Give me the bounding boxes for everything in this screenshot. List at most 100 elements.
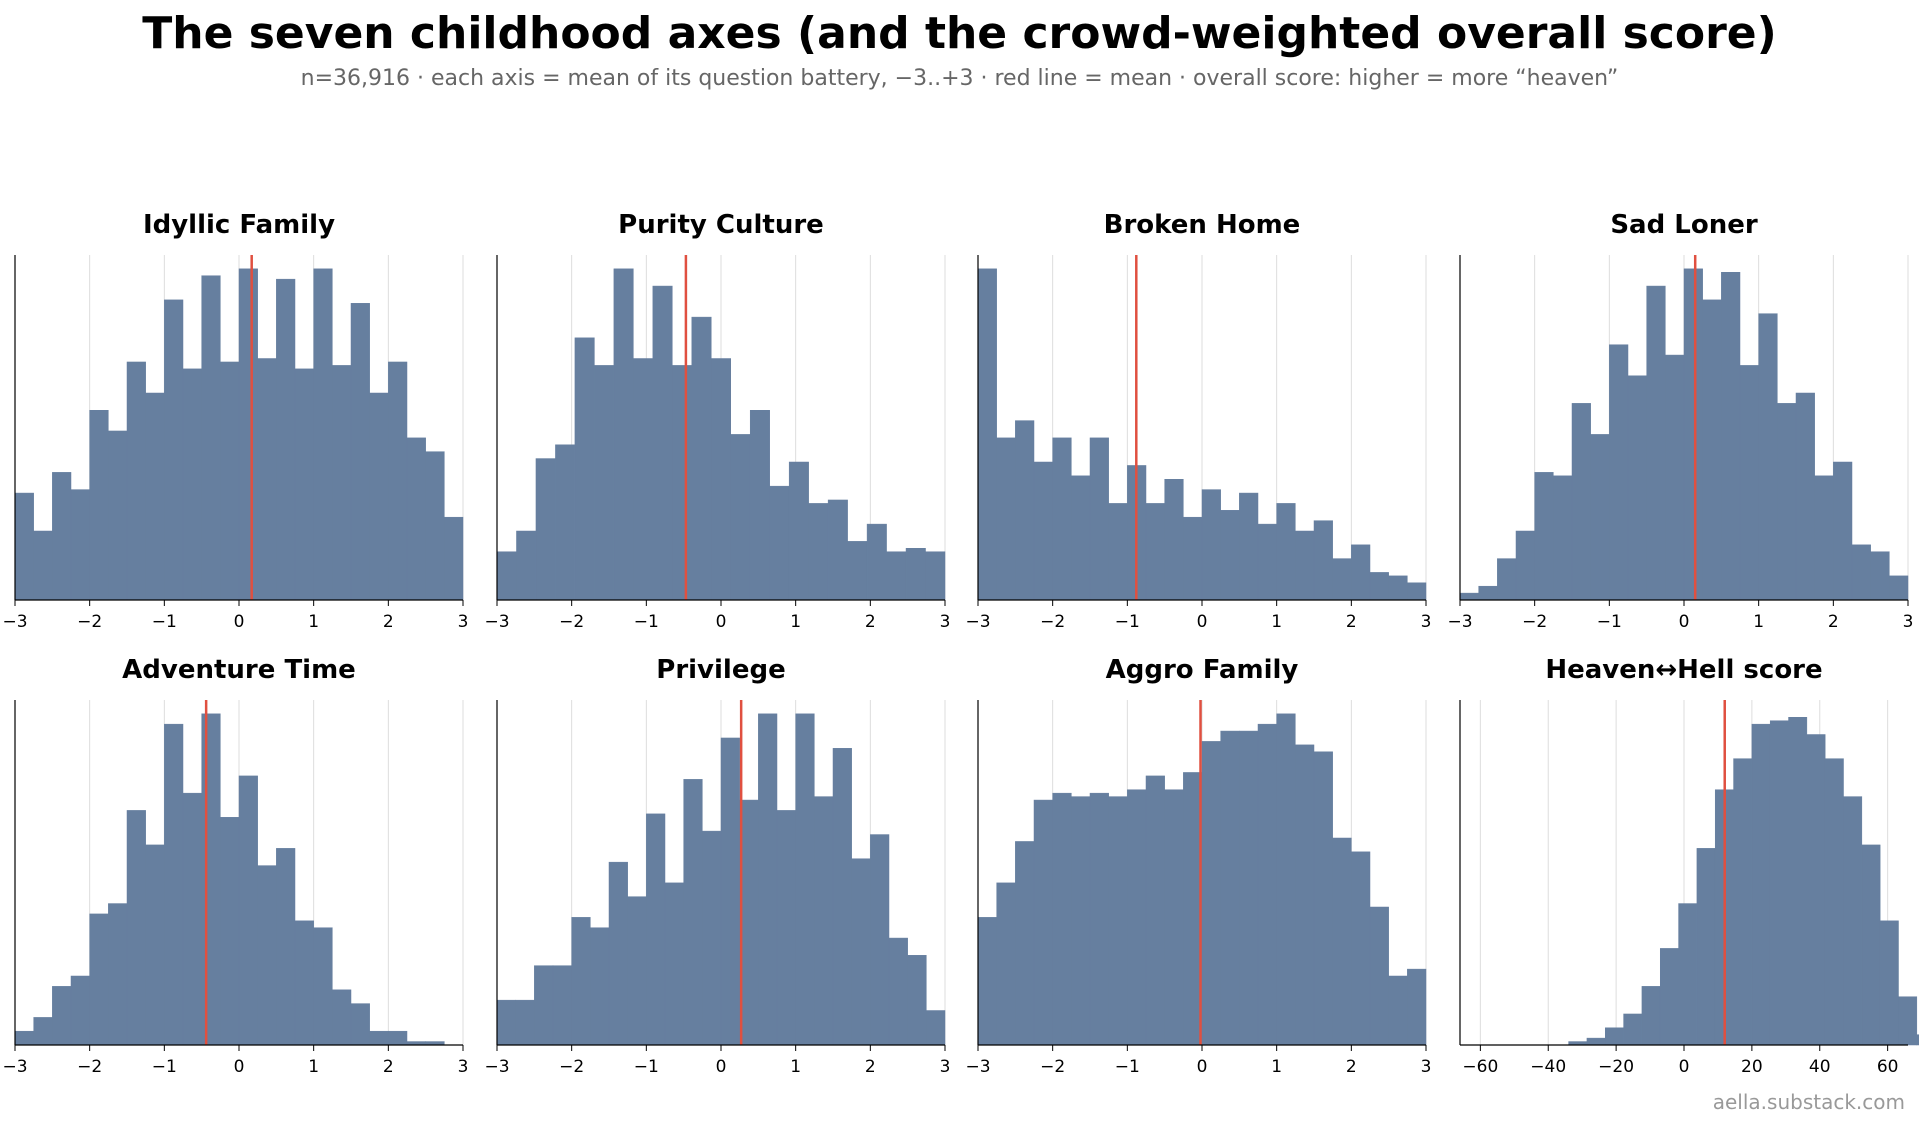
histogram-bar — [14, 492, 34, 601]
histogram-bar — [496, 551, 517, 601]
histogram-bar — [1497, 558, 1517, 601]
histogram-bar — [847, 541, 868, 601]
histogram-bar — [33, 1017, 53, 1046]
histogram-bar — [749, 410, 770, 601]
histogram-bar — [907, 955, 927, 1046]
x-tick-label: −3 — [1447, 612, 1472, 632]
histogram-bar — [1739, 365, 1759, 601]
histogram-bar — [1164, 479, 1184, 601]
histogram-bar — [1164, 789, 1184, 1046]
histogram-bar — [1916, 1034, 1919, 1046]
histogram-bar — [1833, 461, 1853, 601]
histogram-bar — [1407, 968, 1427, 1046]
x-tick-label: 3 — [1903, 612, 1914, 632]
histogram-bar — [14, 1030, 34, 1046]
histogram-bar — [1313, 520, 1333, 601]
histogram-bar — [164, 299, 184, 601]
histogram-bar — [1623, 1013, 1643, 1046]
histogram-bar — [1534, 472, 1554, 601]
histogram-bar — [1843, 796, 1863, 1046]
x-tick-label: 0 — [1679, 1057, 1690, 1077]
histogram-bar — [905, 548, 926, 601]
histogram-bar — [33, 530, 53, 601]
x-tick-label: −2 — [1040, 1057, 1065, 1077]
panel-title: Heaven↔Hell score — [1545, 655, 1822, 685]
histogram-bar — [1052, 437, 1072, 601]
histogram-bar — [832, 748, 852, 1046]
panel-title: Purity Culture — [618, 210, 824, 240]
histogram-bar — [516, 530, 537, 601]
histogram-bar — [1369, 572, 1389, 601]
histogram-bar — [1201, 489, 1221, 601]
panel-title: Idyllic Family — [143, 210, 335, 240]
x-tick-label: 3 — [1421, 1057, 1432, 1077]
histogram-bar — [1183, 772, 1203, 1046]
histogram-bar — [1071, 796, 1091, 1046]
histogram-bar — [52, 472, 72, 601]
histogram-bar — [1220, 510, 1240, 601]
x-tick-label: 2 — [383, 612, 394, 632]
histogram-bar — [1295, 744, 1315, 1046]
x-tick-label: 1 — [308, 612, 319, 632]
x-tick-label: 3 — [940, 1057, 951, 1077]
histogram-bar — [1851, 544, 1871, 601]
histogram-bar — [1033, 799, 1053, 1046]
histogram-bar — [369, 392, 389, 601]
histogram-bar — [1089, 437, 1109, 601]
histogram-bar — [332, 989, 352, 1046]
histogram-bar — [720, 737, 740, 1046]
x-tick-label: 0 — [1679, 612, 1690, 632]
histogram-bar — [702, 830, 722, 1046]
histogram-bar — [1033, 461, 1053, 601]
x-tick-label: −1 — [634, 612, 659, 632]
histogram-bar — [1814, 475, 1834, 601]
x-tick-label: 1 — [308, 1057, 319, 1077]
x-tick-label: −3 — [484, 612, 509, 632]
histogram-bar — [1515, 530, 1535, 601]
histogram-bar — [1806, 734, 1826, 1046]
histogram-bar — [182, 792, 202, 1046]
histogram-bar — [613, 268, 634, 601]
histogram-bar — [1015, 420, 1035, 601]
x-tick-label: 1 — [1753, 612, 1764, 632]
chart-subtitle: n=36,916 · each axis = mean of its quest… — [300, 66, 1619, 91]
x-tick-label: −3 — [2, 1057, 27, 1077]
histogram-bar — [926, 1010, 946, 1046]
x-tick-label: 2 — [383, 1057, 394, 1077]
histogram-bar — [711, 358, 731, 601]
x-tick-label: −1 — [1597, 612, 1622, 632]
histogram-bar — [1478, 585, 1498, 601]
histogram-bar — [1276, 503, 1296, 601]
histogram-bar — [1889, 575, 1909, 601]
panel-title: Privilege — [656, 655, 785, 685]
x-tick-label: −60 — [1462, 1057, 1498, 1077]
histogram-bar — [1239, 492, 1259, 601]
histogram-bar — [1665, 354, 1685, 601]
x-tick-label: 0 — [716, 612, 727, 632]
histogram-bar — [126, 810, 146, 1046]
histogram-bar — [1571, 403, 1591, 601]
histogram-bar — [1108, 503, 1128, 601]
histogram-bar — [1351, 544, 1371, 601]
histogram-bar — [535, 458, 556, 601]
x-tick-label: −2 — [77, 612, 102, 632]
histogram-bar — [294, 920, 314, 1046]
histogram-bar — [1257, 723, 1277, 1046]
histogram-bar — [571, 917, 591, 1046]
histogram-bar — [977, 917, 997, 1046]
histogram-bar — [332, 365, 352, 601]
x-tick-label: −3 — [965, 1057, 990, 1077]
histogram-bar — [388, 361, 408, 601]
x-tick-label: −2 — [77, 1057, 102, 1077]
x-tick-label: −40 — [1530, 1057, 1566, 1077]
histogram-bar — [866, 523, 887, 601]
histogram-bar — [1553, 475, 1573, 601]
histogram-bar — [1751, 723, 1771, 1046]
histogram-bar — [672, 365, 693, 601]
histogram-bar — [1313, 751, 1333, 1046]
histogram-bar — [996, 437, 1016, 601]
histogram-bar — [257, 865, 277, 1046]
histogram-bar — [1788, 717, 1808, 1046]
panel-title: Aggro Family — [1106, 655, 1299, 685]
